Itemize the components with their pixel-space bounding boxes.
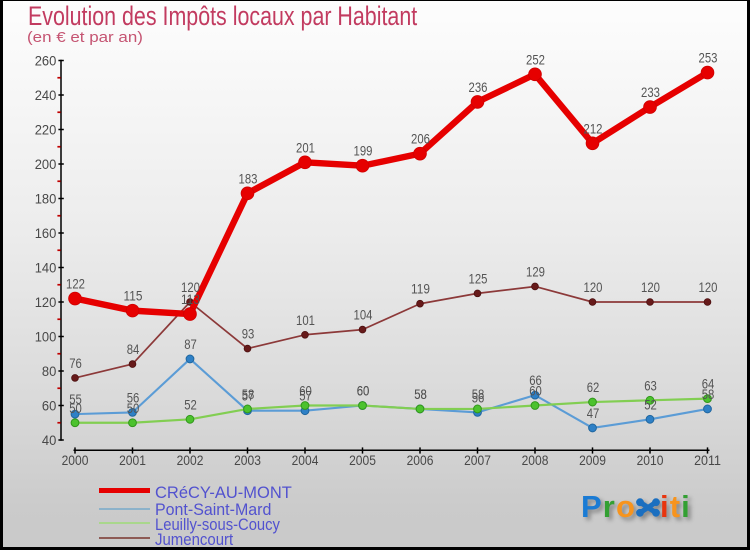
svg-text:58: 58 [242,386,255,402]
svg-text:84: 84 [127,341,140,357]
svg-text:56: 56 [127,389,140,405]
svg-text:52: 52 [184,396,197,412]
svg-text:58: 58 [702,386,715,402]
svg-text:60: 60 [357,383,370,399]
svg-text:58: 58 [414,386,427,402]
svg-text:2011: 2011 [694,453,721,468]
svg-text:201: 201 [296,139,315,155]
svg-text:122: 122 [66,276,85,292]
svg-text:62: 62 [587,379,600,395]
svg-text:2005: 2005 [349,453,376,468]
svg-text:253: 253 [699,50,718,66]
svg-text:93: 93 [242,326,255,342]
svg-text:120: 120 [181,279,200,295]
svg-text:50: 50 [127,400,140,416]
svg-text:104: 104 [354,307,373,323]
svg-text:47: 47 [587,405,600,421]
svg-text:160: 160 [35,226,57,242]
svg-text:212: 212 [584,120,603,136]
svg-text:57: 57 [242,388,255,404]
svg-text:129: 129 [526,263,545,279]
svg-text:64: 64 [702,376,715,392]
svg-text:206: 206 [411,131,430,147]
svg-text:2007: 2007 [464,453,491,468]
svg-text:125: 125 [469,270,488,286]
svg-text:2003: 2003 [234,453,261,468]
svg-text:52: 52 [644,396,657,412]
svg-text:113: 113 [181,291,200,307]
svg-text:2008: 2008 [522,453,549,468]
svg-text:120: 120 [699,279,718,295]
svg-text:60: 60 [357,383,370,399]
svg-text:2004: 2004 [292,453,319,468]
svg-text:120: 120 [641,279,660,295]
svg-text:87: 87 [184,336,197,352]
svg-text:252: 252 [526,51,545,67]
svg-text:2006: 2006 [407,453,434,468]
svg-text:55: 55 [69,391,82,407]
svg-text:80: 80 [42,364,56,380]
svg-text:180: 180 [35,192,57,208]
svg-text:120: 120 [584,279,603,295]
svg-text:2002: 2002 [177,453,204,468]
svg-text:60: 60 [529,383,542,399]
svg-text:233: 233 [641,84,660,100]
svg-text:63: 63 [644,377,657,393]
svg-text:40: 40 [42,433,56,449]
svg-text:101: 101 [296,312,315,328]
svg-text:2001: 2001 [119,453,146,468]
svg-text:115: 115 [124,288,143,304]
svg-text:58: 58 [472,386,485,402]
svg-text:236: 236 [469,79,488,95]
svg-text:240: 240 [35,88,57,104]
svg-text:2010: 2010 [637,453,664,468]
svg-text:2000: 2000 [62,453,89,468]
svg-text:200: 200 [35,157,57,173]
svg-text:57: 57 [299,388,312,404]
svg-text:60: 60 [42,399,56,415]
svg-text:2009: 2009 [579,453,606,468]
svg-text:199: 199 [354,143,373,159]
svg-text:76: 76 [69,355,82,371]
svg-text:56: 56 [472,389,485,405]
svg-text:66: 66 [529,372,542,388]
svg-text:120: 120 [35,295,57,311]
svg-text:50: 50 [69,400,82,416]
svg-text:119: 119 [411,281,430,297]
svg-text:140: 140 [35,261,57,277]
svg-text:183: 183 [239,170,258,186]
svg-text:260: 260 [35,54,57,70]
svg-text:100: 100 [35,330,57,346]
svg-text:60: 60 [299,383,312,399]
svg-text:220: 220 [35,123,57,139]
svg-text:58: 58 [414,386,427,402]
